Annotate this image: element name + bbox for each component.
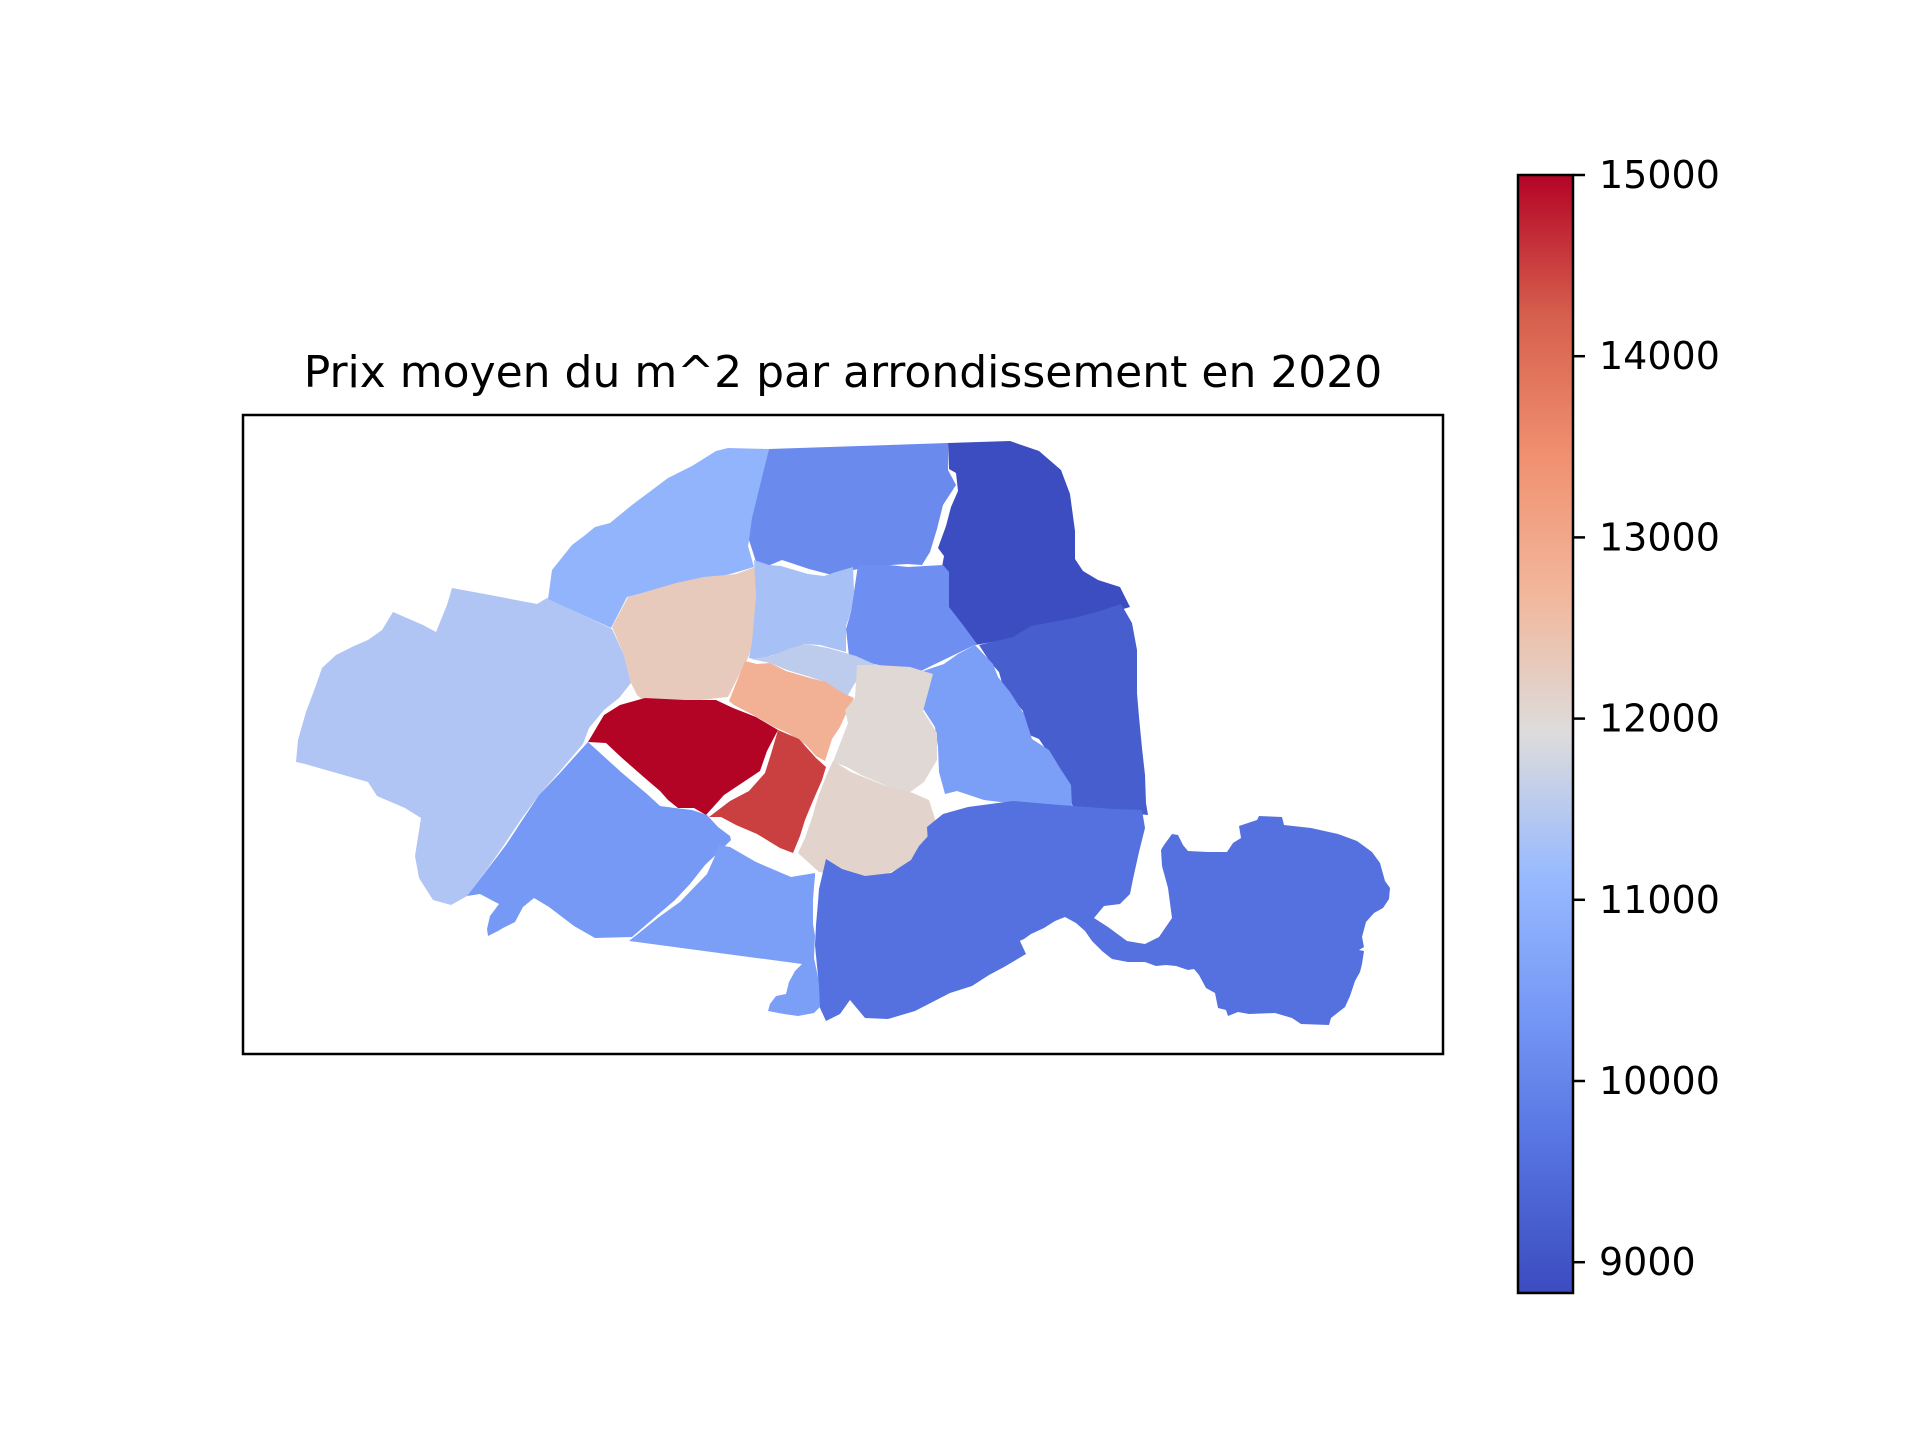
map-regions: [296, 441, 1390, 1025]
colorbar-tick-label: 11000: [1599, 878, 1720, 922]
region-center-3: [751, 644, 876, 695]
region-north-east-19: [938, 441, 1130, 645]
region-north-18: [749, 443, 956, 576]
region-south-14: [629, 845, 826, 1016]
region-center-5: [798, 761, 936, 882]
region-center-6: [709, 730, 826, 853]
region-center-1: [588, 698, 778, 815]
region-south-13: [815, 835, 1026, 1021]
colorbar-tick-label: 13000: [1599, 515, 1720, 559]
colorbar-tick-label: 15000: [1599, 153, 1720, 197]
region-south-west-15: [467, 742, 731, 938]
map-frame: [241, 413, 1445, 1056]
colorbar: 9000 10000 11000 12000 13000 14000 15000: [1516, 153, 1720, 1295]
region-west-16: [296, 588, 631, 905]
map-title: Prix moyen du m^2 par arrondissement en …: [304, 347, 1383, 398]
colorbar-tick-label: 14000: [1599, 334, 1720, 378]
region-center-2: [729, 661, 854, 761]
region-east-11: [917, 645, 1072, 807]
region-center-8: [612, 567, 756, 701]
region-center-10: [846, 565, 977, 673]
region-center-4: [833, 665, 937, 795]
region-north-west-17: [548, 448, 769, 628]
region-center-9: [749, 560, 854, 660]
colorbar-ticks: 9000 10000 11000 12000 13000 14000 15000: [1573, 153, 1720, 1284]
colorbar-tick-label: 12000: [1599, 697, 1720, 741]
colorbar-tick-label: 9000: [1599, 1240, 1696, 1284]
colorbar-gradient: [1516, 173, 1575, 1295]
region-south-east-12: [927, 801, 1390, 1025]
region-east-20: [979, 604, 1148, 815]
colorbar-tick-label: 10000: [1599, 1059, 1720, 1103]
